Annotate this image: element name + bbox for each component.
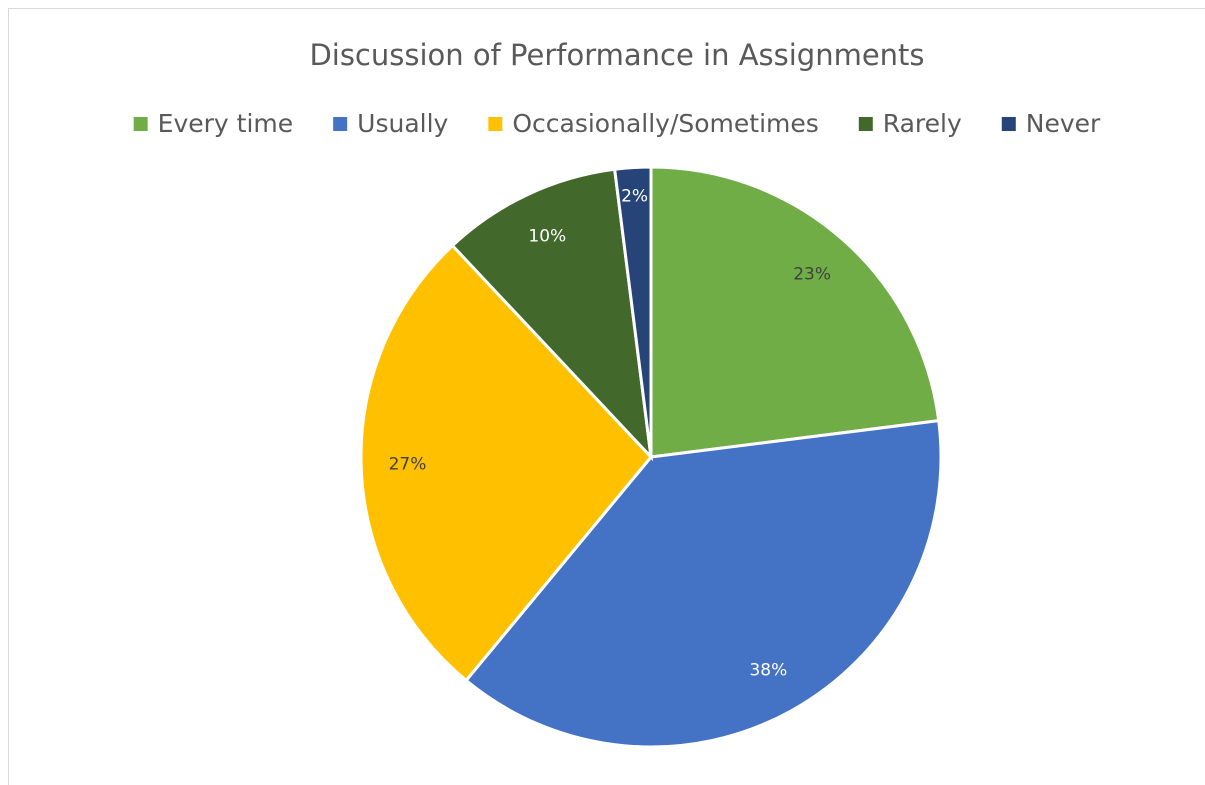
legend-label: Usually: [357, 109, 448, 138]
data-label: 27%: [389, 455, 427, 475]
legend-label: Occasionally/Sometimes: [512, 109, 818, 138]
pie-slice: [464, 418, 943, 749]
pie-slice: [612, 165, 653, 458]
data-label: 23%: [793, 264, 831, 284]
data-label: 2%: [621, 187, 648, 207]
pie-slice: [450, 167, 654, 462]
legend-label: Every time: [158, 109, 293, 138]
pie-slice: [649, 165, 941, 459]
data-label: 10%: [528, 227, 566, 247]
legend-swatch: [133, 117, 148, 131]
legend-swatch: [858, 117, 873, 131]
legend-swatch: [488, 117, 503, 131]
data-label: 38%: [749, 660, 787, 680]
pie-slice: [359, 243, 653, 683]
chart-title: Discussion of Performance in Assignments: [309, 38, 924, 72]
legend-swatch: [1001, 117, 1016, 131]
legend-swatch: [333, 117, 348, 131]
legend-label: Never: [1026, 109, 1101, 138]
legend-label: Rarely: [883, 109, 962, 138]
